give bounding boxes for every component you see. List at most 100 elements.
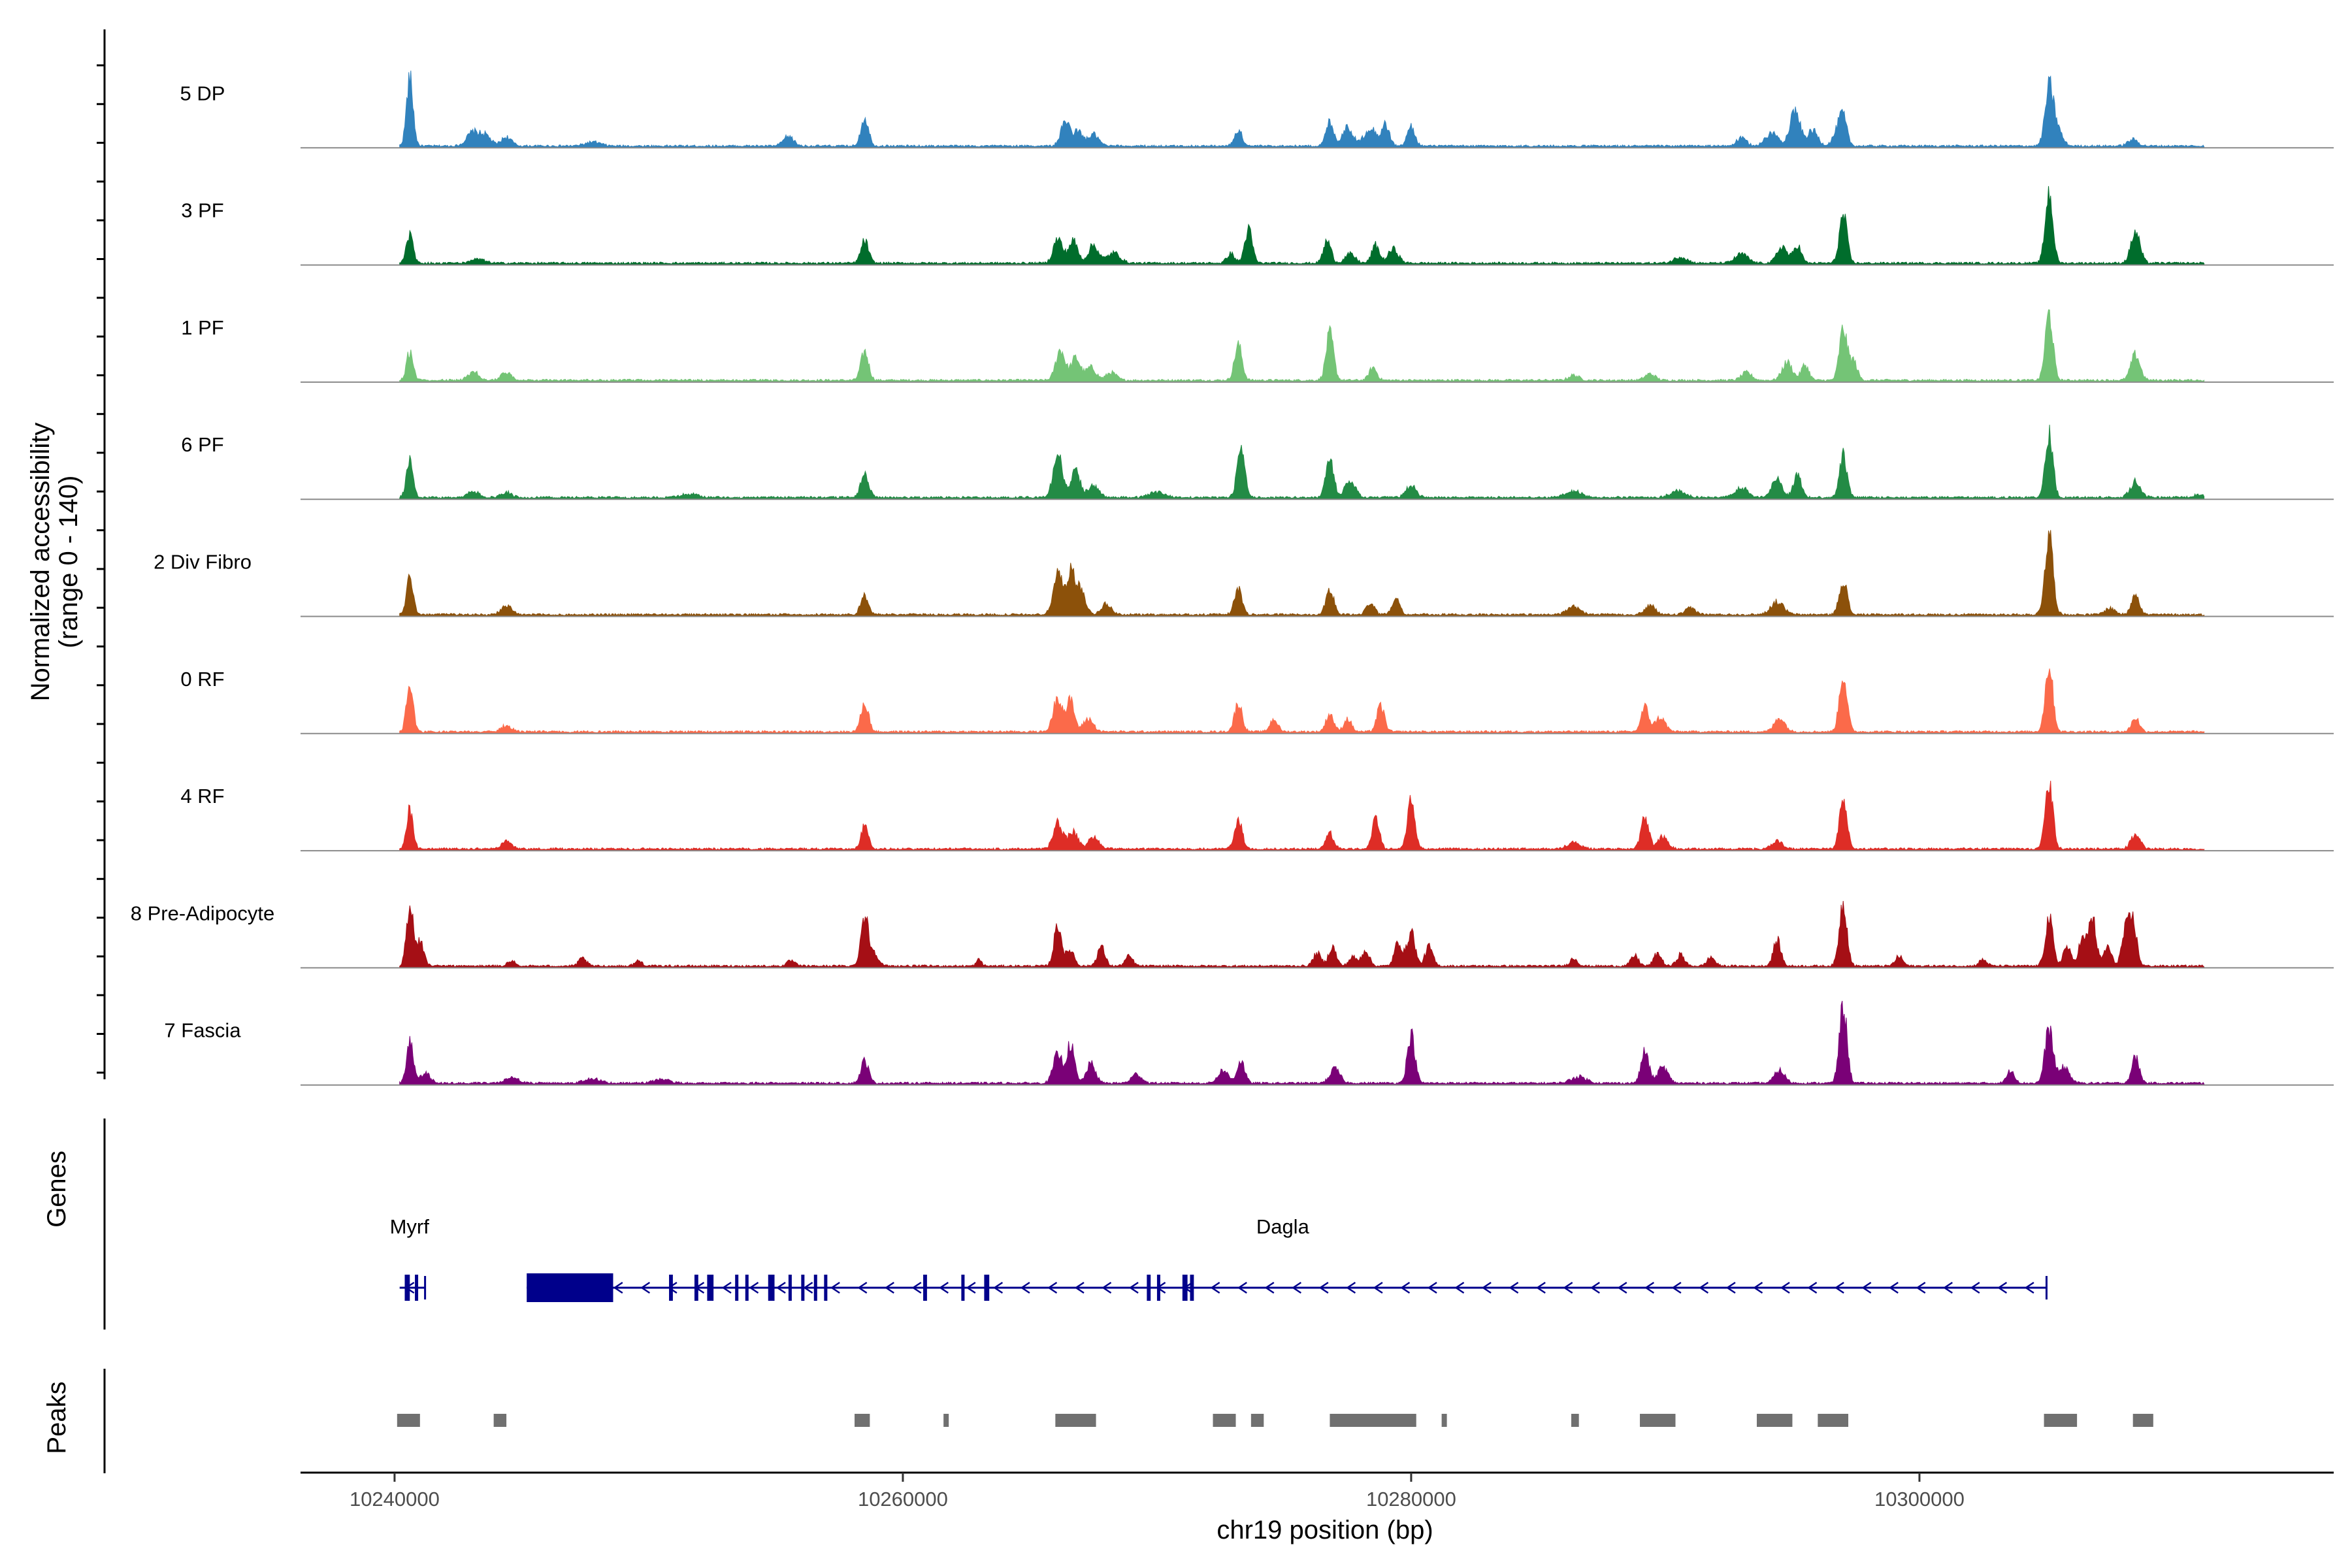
y-axis-accessibility <box>97 29 106 1079</box>
gene-exon <box>1147 1275 1151 1301</box>
strand-chevron <box>1237 1281 1247 1294</box>
peak-region <box>1571 1414 1579 1427</box>
strand-chevron <box>1671 1281 1682 1294</box>
strand-chevron <box>1888 1281 1899 1294</box>
x-axis: 10240000 10260000 10280000 10300000 <box>301 1471 2334 1511</box>
track-9: 7 Fascia <box>164 1000 2334 1086</box>
peak-region <box>2044 1414 2078 1427</box>
strand-chevron <box>749 1281 759 1294</box>
gene-exon <box>984 1275 990 1301</box>
strand-chevron <box>1020 1281 1030 1294</box>
accessibility-area <box>399 1000 2205 1086</box>
gene-exon <box>1156 1275 1160 1301</box>
peak-region <box>493 1414 507 1427</box>
strand-chevron <box>939 1281 949 1294</box>
strand-chevron <box>640 1281 651 1294</box>
strand-chevron <box>1509 1281 1519 1294</box>
strand-chevron <box>613 1281 623 1294</box>
strand-chevron <box>1916 1281 1926 1294</box>
strand-chevron <box>667 1281 678 1294</box>
gene-exon <box>824 1275 828 1301</box>
gene-exon <box>923 1275 927 1301</box>
gene-dagla: Dagla <box>527 1215 2048 1302</box>
track-label: 1 PF <box>181 316 223 339</box>
accessibility-area <box>399 668 2205 734</box>
peak-region <box>1818 1414 1849 1427</box>
peak-region <box>1055 1414 1096 1427</box>
strand-chevron <box>993 1281 1004 1294</box>
strand-chevron <box>1780 1281 1790 1294</box>
peak-region <box>2132 1414 2153 1427</box>
track-3: 1 PF <box>181 309 2334 383</box>
x-tick-label: 10240000 <box>350 1488 440 1511</box>
x-axis-title: chr19 position (bp) <box>1217 1516 1433 1544</box>
strand-chevron <box>966 1281 976 1294</box>
strand-chevron <box>1970 1281 1980 1294</box>
strand-chevron <box>830 1281 840 1294</box>
genes-panel: Myrf Dagla <box>103 1119 2048 1330</box>
track-label: 6 PF <box>181 433 223 456</box>
strand-chevron <box>884 1281 894 1294</box>
strand-chevron <box>1074 1281 1085 1294</box>
gene-exon <box>1182 1275 1188 1301</box>
strand-chevron <box>1943 1281 1953 1294</box>
gene-label: Myrf <box>390 1215 430 1238</box>
track-4: 6 PF <box>181 425 2334 500</box>
strand-chevron <box>1264 1281 1275 1294</box>
gene-label: Dagla <box>1256 1215 1310 1238</box>
strand-chevron <box>1834 1281 1844 1294</box>
strand-chevron <box>1292 1281 1302 1294</box>
strand-chevron <box>1346 1281 1356 1294</box>
peak-region <box>1441 1414 1447 1427</box>
accessibility-area <box>399 901 2205 968</box>
accessibility-area <box>399 71 2205 148</box>
coverage-tracks: 5 DP 3 PF 1 PF 6 PF 2 Div Fibro 0 RF 4 RF 8 Pre… <box>131 71 2334 1086</box>
accessibility-area <box>399 186 2205 266</box>
gene-exon <box>788 1275 792 1301</box>
strand-chevron <box>1454 1281 1465 1294</box>
peaks-panel <box>103 1369 2153 1473</box>
gene-exon <box>745 1275 749 1301</box>
track-label: 5 DP <box>180 82 225 105</box>
track-8: 8 Pre-Adipocyte <box>131 901 2334 969</box>
gene-myrf: Myrf <box>390 1215 430 1301</box>
strand-chevron <box>721 1281 732 1294</box>
strand-chevron <box>1128 1281 1139 1294</box>
strand-chevron <box>1102 1281 1112 1294</box>
gene-exon <box>694 1275 698 1301</box>
accessibility-area <box>399 530 2205 617</box>
peak-region <box>397 1414 420 1427</box>
track-label: 3 PF <box>181 199 223 222</box>
gene-exon <box>404 1275 410 1301</box>
peak-region <box>943 1414 949 1427</box>
strand-chevron <box>857 1281 868 1294</box>
strand-chevron <box>1210 1281 1220 1294</box>
strand-chevron <box>1807 1281 1818 1294</box>
peak-region <box>855 1414 870 1427</box>
gene-exon <box>527 1273 613 1302</box>
accessibility-area <box>399 309 2205 383</box>
track-label: 8 Pre-Adipocyte <box>131 902 275 924</box>
track-2: 3 PF <box>181 186 2334 266</box>
x-tick-label: 10300000 <box>1874 1488 1965 1511</box>
gene-exon <box>801 1275 805 1301</box>
strand-chevron <box>1725 1281 1736 1294</box>
strand-chevron <box>2024 1281 2034 1294</box>
strand-chevron <box>1563 1281 1573 1294</box>
accessibility-area <box>399 425 2205 500</box>
gene-exon <box>735 1275 739 1301</box>
strand-chevron <box>1861 1281 1872 1294</box>
gene-exon <box>415 1275 419 1301</box>
peak-region <box>1250 1414 1264 1427</box>
peak-region <box>1640 1414 1676 1427</box>
strand-chevron <box>1590 1281 1600 1294</box>
gene-exon <box>961 1275 965 1301</box>
track-1: 5 DP <box>180 71 2334 149</box>
peak-region <box>1756 1414 1793 1427</box>
x-tick-label: 10280000 <box>1366 1488 1456 1511</box>
gene-exon <box>1190 1275 1194 1301</box>
track-label: 4 RF <box>180 785 224 808</box>
gene-exon <box>707 1275 714 1301</box>
accessibility-area <box>399 780 2205 851</box>
